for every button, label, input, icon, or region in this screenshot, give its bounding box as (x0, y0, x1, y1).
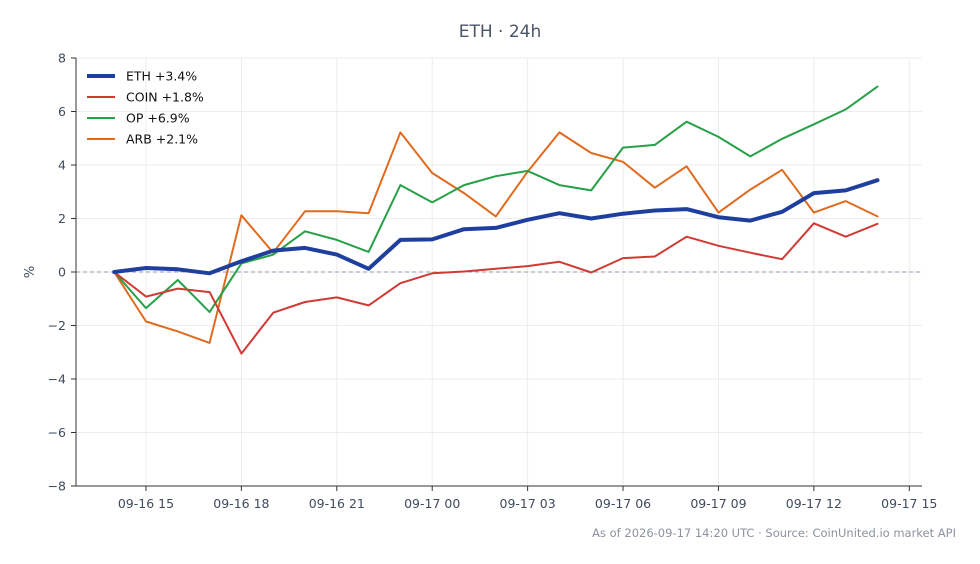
series-line-1 (113, 222, 879, 355)
x-tick-label: 09-17 12 (786, 496, 842, 511)
y-axis-label: % (23, 266, 38, 278)
x-tick-label: 09-17 00 (404, 496, 460, 511)
series-line-2 (113, 85, 879, 314)
y-tick-label: 4 (58, 158, 66, 173)
x-tick-label: 09-16 21 (309, 496, 365, 511)
x-tick-label: 09-17 09 (690, 496, 746, 511)
y-tick-label: −2 (48, 318, 66, 333)
legend: ETH +3.4% COIN +1.8% OP +6.9% ARB +2.1% (87, 69, 204, 147)
x-tick-label: 09-17 15 (881, 496, 937, 511)
y-tick-label: −8 (48, 479, 66, 494)
x-tick-label: 09-17 03 (500, 496, 556, 511)
x-tick-label: 09-17 06 (595, 496, 651, 511)
series-lines (112, 85, 880, 355)
y-tick-label: 6 (58, 104, 66, 119)
x-tick-label: 09-16 18 (213, 496, 269, 511)
x-tick-label: 09-16 15 (118, 496, 174, 511)
axes: 8 6 4 2 0 −2 −4 −6 −8 09-16 15 09-16 18 09-16 21 09-… (48, 51, 938, 512)
legend-label: COIN +1.8% (126, 90, 204, 105)
source-footnote: As of 2026-09-17 14:20 UTC · Source: Coi… (592, 526, 956, 540)
legend-label: ETH +3.4% (126, 69, 197, 84)
y-tick-label: 8 (58, 51, 66, 66)
legend-label: OP +6.9% (126, 111, 190, 126)
y-tick-label: 2 (58, 211, 66, 226)
legend-label: ARB +2.1% (126, 132, 198, 147)
series-line-0 (112, 178, 880, 276)
y-tick-label: −6 (48, 425, 66, 440)
y-tick-label: 0 (58, 265, 66, 280)
series-line-3 (113, 131, 879, 344)
y-tick-label: −4 (48, 372, 66, 387)
chart-title: ETH · 24h (459, 22, 542, 42)
